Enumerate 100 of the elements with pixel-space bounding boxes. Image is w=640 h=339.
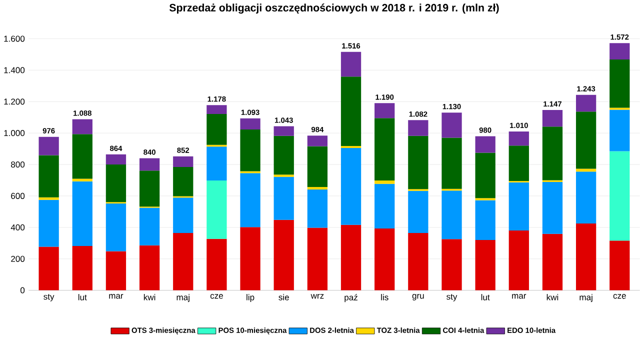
bar — [610, 240, 630, 290]
x-tick-label: cze — [210, 294, 223, 299]
bar — [307, 146, 328, 188]
x-tick-label: mar — [109, 294, 124, 299]
bar — [38, 197, 59, 200]
bar — [139, 170, 160, 207]
bar — [610, 110, 630, 152]
bar — [542, 110, 563, 127]
bar — [307, 136, 328, 146]
bar — [38, 246, 59, 290]
y-tick-label: 1.000 — [4, 130, 25, 136]
bar — [72, 119, 92, 134]
bar — [610, 151, 630, 241]
bar — [475, 136, 496, 153]
bar — [307, 228, 328, 290]
bar — [240, 227, 260, 290]
x-tick-label: lut — [78, 294, 87, 300]
bar — [340, 76, 362, 146]
bar — [374, 103, 395, 118]
bar — [576, 172, 596, 224]
bar — [576, 168, 596, 172]
bar — [106, 204, 126, 252]
bar — [206, 105, 227, 114]
x-tick-label: lip — [246, 294, 254, 302]
bar — [307, 187, 328, 190]
bar — [542, 234, 563, 290]
bar — [72, 246, 92, 290]
bar — [576, 224, 596, 290]
bar — [72, 181, 92, 246]
bar — [38, 155, 59, 198]
bar — [240, 118, 260, 130]
bar — [374, 228, 395, 290]
y-tick-label: 1.200 — [4, 98, 25, 105]
bar — [274, 126, 294, 136]
bar — [340, 148, 362, 225]
bar — [340, 52, 362, 77]
bar — [240, 173, 260, 228]
y-tick-label: 1.400 — [4, 67, 25, 74]
x-tick-label: paź — [344, 294, 358, 302]
x-tick-label: wrz — [310, 294, 324, 299]
y-tick-label: 400 — [10, 224, 25, 231]
x-tick-label: kwi — [546, 294, 558, 300]
bar — [206, 114, 227, 145]
x-tick-label: gru — [412, 294, 424, 301]
bar — [408, 120, 428, 136]
y-tick-label: 1.600 — [4, 36, 25, 42]
y-tick-label: 800 — [11, 162, 25, 168]
y-tick-label: 600 — [11, 193, 25, 200]
x-tick-label: sie — [278, 294, 289, 300]
bar — [139, 158, 160, 171]
x-tick-label: lis — [381, 294, 388, 300]
bar — [442, 138, 462, 189]
bar — [475, 240, 496, 290]
bar — [576, 94, 596, 112]
x-tick-label: sty — [44, 294, 54, 302]
bar — [508, 182, 529, 231]
bar — [340, 225, 362, 290]
x-tick-label: sty — [446, 294, 458, 302]
bar — [374, 180, 395, 184]
x-tick-label: lut — [481, 294, 490, 300]
bar — [274, 177, 294, 220]
bar — [206, 146, 227, 181]
bar — [408, 136, 428, 190]
bar — [173, 156, 194, 168]
bar — [374, 184, 395, 229]
bar — [408, 233, 428, 290]
y-tick-label: 0 — [20, 287, 25, 294]
bar — [206, 180, 227, 239]
bar — [274, 136, 294, 175]
bar — [542, 182, 563, 234]
bar — [508, 132, 529, 146]
bar — [442, 112, 462, 138]
bar — [542, 126, 563, 180]
bar — [72, 178, 92, 182]
bar — [610, 60, 630, 108]
bar — [508, 230, 529, 290]
x-tick-label: mar — [512, 294, 526, 299]
bar — [475, 200, 496, 240]
bar — [38, 200, 59, 247]
y-tick-label: 200 — [11, 256, 25, 262]
bar — [408, 191, 428, 234]
chart-title: Sprzedaż obligacji oszczędnościowych w 2018 r. i 2019 r. (mln zł) — [169, 4, 499, 14]
bar — [106, 251, 126, 290]
bar — [106, 154, 126, 165]
bar — [610, 43, 630, 60]
bar — [139, 208, 160, 246]
bar — [508, 146, 529, 182]
bar — [442, 239, 462, 290]
bar — [240, 130, 260, 172]
bar — [173, 167, 194, 196]
bar — [442, 190, 462, 240]
bar — [72, 134, 92, 179]
bar — [274, 220, 294, 290]
bar — [139, 245, 160, 290]
bar — [576, 112, 596, 169]
bar — [475, 152, 496, 198]
x-tick-label: kwi — [144, 294, 156, 300]
x-tick-label: cze — [613, 294, 626, 299]
bar — [173, 233, 194, 290]
bar — [173, 198, 194, 234]
